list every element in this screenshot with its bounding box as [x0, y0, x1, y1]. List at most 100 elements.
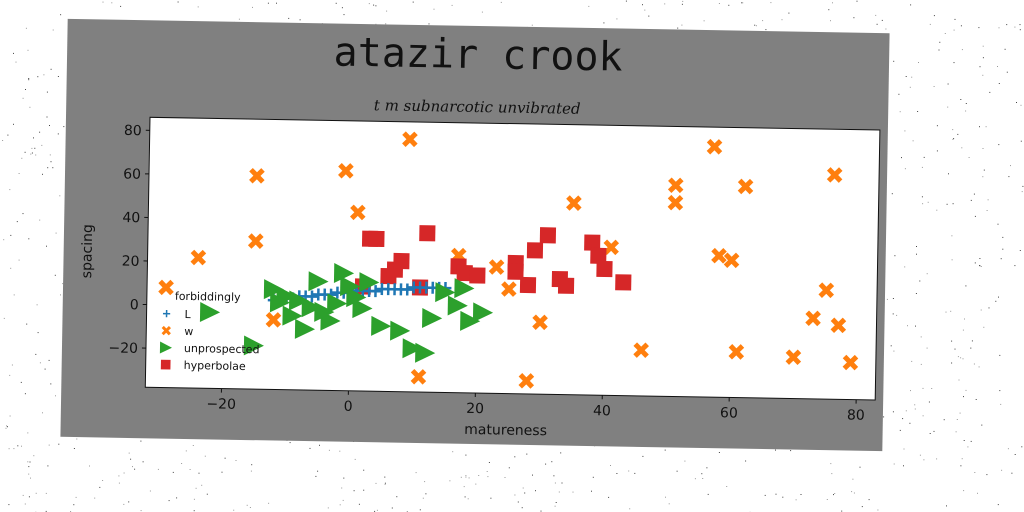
data-point-l — [401, 283, 414, 296]
data-point-w — [711, 247, 727, 264]
legend-label-l: L — [184, 308, 191, 321]
data-point-hyperbolae — [615, 274, 632, 291]
legend-title: forbiddingly — [175, 290, 241, 304]
data-point-hyperbolae — [526, 242, 544, 259]
data-point-w — [249, 167, 265, 184]
data-point-w — [410, 368, 427, 385]
data-point-w — [706, 138, 723, 155]
data-point-w — [350, 204, 366, 221]
data-point-unprospected — [294, 318, 316, 339]
data-point-w — [603, 239, 620, 256]
data-point-unprospected — [460, 310, 481, 331]
data-point-unprospected — [199, 302, 221, 323]
data-point-w — [402, 131, 418, 148]
data-point-w — [518, 373, 535, 389]
data-point-unprospected — [314, 301, 335, 322]
data-point-w — [818, 282, 835, 299]
x-axis: −20 0 20 40 60 80 — [206, 388, 865, 424]
data-point-unprospected — [422, 308, 443, 329]
data-point-hyperbolae — [596, 260, 613, 278]
data-point-unprospected — [301, 297, 322, 318]
data-point-w — [737, 178, 754, 195]
data-point-hyperbolae — [590, 247, 607, 264]
data-point-w — [728, 344, 745, 360]
data-point-w — [805, 310, 821, 327]
data-point-unprospected — [346, 287, 367, 308]
chart-card: atazir crook t m subnarcotic unvibrated … — [60, 18, 890, 452]
x-tick-label: 40 — [593, 403, 611, 419]
data-marks — [158, 131, 859, 389]
legend: forbiddingly Lw unprospected hyperbolae — [159, 290, 260, 373]
data-point-hyperbolae — [419, 225, 436, 242]
legend-marker-hyperbolae — [160, 359, 171, 370]
y-tick-label: 40 — [122, 210, 140, 226]
data-point-unprospected — [340, 276, 361, 297]
data-point-unprospected — [402, 338, 423, 359]
y-tick-label: 80 — [124, 123, 142, 139]
data-point-hyperbolae — [539, 227, 557, 244]
data-point-unprospected — [435, 282, 456, 303]
data-point-hyperbolae — [519, 276, 537, 294]
data-point-unprospected — [390, 320, 411, 341]
y-tick-label: 0 — [130, 297, 139, 313]
data-point-unprospected — [320, 310, 341, 331]
x-tick-label: 20 — [466, 401, 484, 417]
data-point-w — [566, 195, 582, 211]
data-point-w — [190, 249, 207, 266]
legend-marker-l — [162, 310, 171, 318]
scatter-plot: −20 0 20 40 60 80 −20 0 20 40 60 80 forbiddingly L… — [79, 116, 881, 439]
y-tick-label: 60 — [123, 166, 141, 182]
data-point-w — [842, 354, 859, 371]
legend-marker-unprospected — [159, 341, 172, 354]
data-point-w — [830, 317, 847, 334]
y-tick-label: 20 — [122, 254, 140, 270]
data-point-unprospected — [352, 298, 373, 319]
y-tick-label: −20 — [108, 340, 138, 357]
data-point-hyperbolae — [557, 277, 575, 294]
data-point-unprospected — [327, 293, 348, 314]
data-point-w — [488, 259, 505, 275]
data-point-unprospected — [282, 305, 303, 326]
data-point-unprospected — [371, 315, 392, 336]
data-point-unprospected — [263, 279, 284, 300]
data-point-l — [305, 290, 318, 303]
data-point-w — [265, 311, 282, 328]
data-point-w — [247, 233, 264, 249]
data-point-w — [667, 194, 684, 211]
legend-label-w: w — [184, 325, 193, 338]
data-point-w — [501, 281, 517, 297]
data-point-unprospected — [333, 262, 355, 283]
data-point-w — [158, 279, 174, 296]
data-point-unprospected — [308, 271, 329, 292]
legend-label-unprospected: unprospected — [184, 342, 260, 356]
data-point-w — [723, 252, 740, 269]
data-point-l — [369, 285, 382, 298]
data-point-unprospected — [289, 290, 310, 311]
data-point-hyperbolae — [393, 252, 410, 270]
data-point-w — [633, 342, 649, 359]
x-axis-label: matureness — [464, 422, 547, 439]
data-point-hyperbolae — [456, 264, 473, 282]
data-point-unprospected — [447, 295, 468, 316]
data-point-w — [532, 314, 548, 331]
data-point-unprospected — [269, 292, 291, 313]
data-point-hyperbolae — [584, 234, 601, 251]
data-point-w — [826, 167, 843, 183]
data-point-hyperbolae — [507, 263, 524, 280]
data-point-unprospected — [243, 335, 264, 356]
x-tick-label: 80 — [847, 408, 865, 424]
data-point-unprospected — [454, 278, 475, 299]
data-point-hyperbolae — [368, 230, 385, 247]
data-point-unprospected — [359, 272, 380, 293]
y-axis: −20 0 20 40 60 80 — [108, 123, 150, 357]
data-point-unprospected — [472, 302, 494, 323]
x-tick-label: −20 — [206, 396, 236, 413]
x-tick-label: 0 — [344, 399, 353, 415]
data-point-w — [338, 162, 354, 179]
legend-marker-w — [161, 325, 171, 336]
x-tick-label: 60 — [720, 405, 738, 421]
data-point-unprospected — [415, 342, 436, 363]
data-point-w — [785, 349, 802, 366]
y-axis-label: spacing — [79, 224, 96, 278]
data-point-w — [667, 177, 684, 194]
